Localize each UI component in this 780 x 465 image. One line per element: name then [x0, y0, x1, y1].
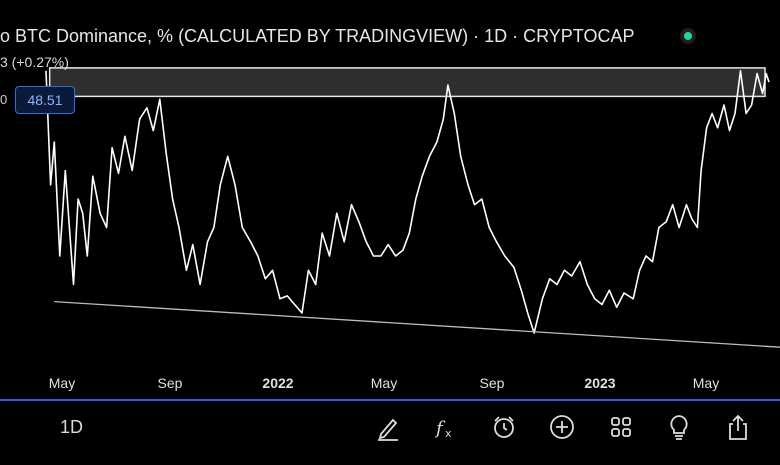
- layouts-grid-icon[interactable]: [603, 409, 639, 445]
- alert-clock-icon[interactable]: [486, 409, 522, 445]
- chart-title: o BTC Dominance, % (CALCULATED BY TRADIN…: [0, 26, 635, 46]
- add-icon[interactable]: [544, 409, 580, 445]
- axis-fragment: 0: [0, 92, 8, 107]
- x-tick-label: 2023: [584, 375, 616, 391]
- ideas-lightbulb-icon[interactable]: [661, 409, 697, 445]
- line-chart[interactable]: [0, 0, 780, 400]
- x-tick-label: May: [48, 375, 76, 391]
- resistance-zone[interactable]: [48, 67, 766, 98]
- share-icon[interactable]: [720, 409, 756, 445]
- price-badge: 48.51: [15, 86, 75, 114]
- x-tick-label: Sep: [157, 375, 183, 391]
- draw-icon[interactable]: [370, 409, 406, 445]
- toolbar-divider: [0, 399, 780, 401]
- x-tick-label: 2022: [262, 375, 294, 391]
- price-change: 3 (+0.27%): [0, 54, 69, 70]
- series-line: [45, 70, 770, 334]
- x-tick-label: May: [370, 375, 398, 391]
- support-trendline[interactable]: [54, 300, 780, 348]
- x-tick-label: May: [692, 375, 720, 391]
- svg-text:x: x: [445, 427, 452, 440]
- market-status-icon[interactable]: [680, 28, 696, 44]
- x-tick-label: Sep: [479, 375, 505, 391]
- interval-button[interactable]: 1D: [60, 417, 84, 437]
